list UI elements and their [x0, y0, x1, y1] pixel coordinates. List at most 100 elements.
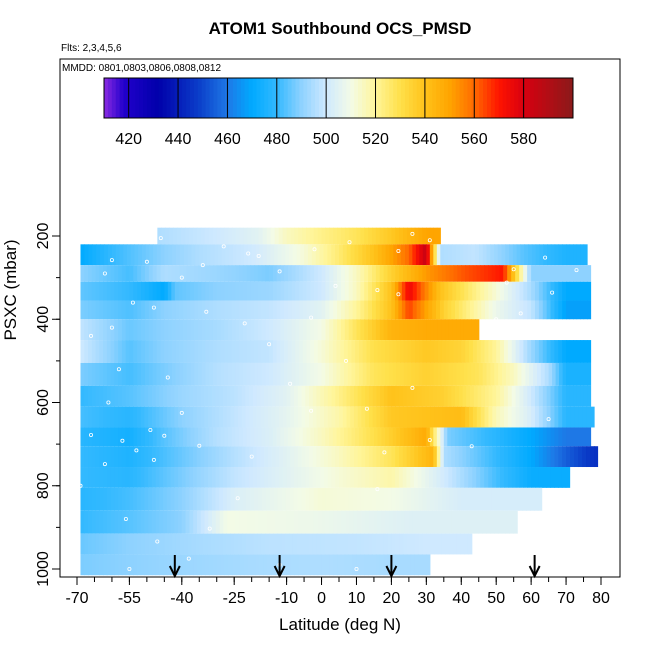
- heatmap-cell: [282, 385, 288, 407]
- sample-point: [574, 268, 579, 273]
- heatmap-cell: [554, 281, 559, 301]
- heatmap-cell: [474, 362, 480, 386]
- heatmap-cell: [578, 406, 583, 428]
- heatmap-cell: [544, 362, 550, 386]
- heatmap-cell: [488, 427, 494, 447]
- heatmap-cell: [148, 533, 154, 555]
- heatmap-cell: [383, 533, 389, 555]
- heatmap-cell: [297, 487, 303, 511]
- heatmap-cell: [201, 340, 207, 363]
- heatmap-cell: [114, 510, 119, 534]
- heatmap-cell: [299, 427, 304, 447]
- heatmap-cell: [148, 427, 154, 447]
- heatmap-cell: [439, 300, 445, 320]
- heatmap-cell: [484, 281, 489, 301]
- heatmap-cell: [179, 319, 184, 341]
- heatmap-cell: [587, 385, 592, 407]
- sample-point: [256, 253, 261, 258]
- heatmap-cell: [449, 533, 454, 555]
- heatmap-cell: [550, 427, 556, 447]
- heatmap-cell: [256, 385, 261, 407]
- heatmap-cell: [371, 533, 377, 555]
- colorbar-swatch: [471, 78, 476, 118]
- colorbar-swatch: [412, 78, 418, 118]
- heatmap-cell: [358, 340, 364, 363]
- sample-point: [333, 283, 338, 288]
- heatmap-cell: [420, 281, 426, 301]
- heatmap-cell: [443, 427, 448, 447]
- sample-point: [165, 375, 170, 380]
- heatmap-cell: [194, 340, 199, 363]
- colorbar-swatch: [404, 78, 410, 118]
- heatmap-cell: [103, 281, 108, 301]
- heatmap-cell: [118, 427, 123, 447]
- heatmap-cell: [287, 319, 293, 341]
- heatmap-cell: [276, 340, 281, 363]
- heatmap-cell: [353, 446, 359, 468]
- heatmap-cell: [129, 385, 134, 407]
- heatmap-cell: [451, 385, 456, 407]
- colorbar-swatch: [338, 78, 343, 118]
- heatmap-cell: [410, 265, 416, 282]
- heatmap-cell: [144, 487, 149, 511]
- heatmap-cell: [186, 265, 192, 282]
- colorbar-swatch: [541, 78, 547, 118]
- heatmap-cell: [394, 300, 399, 320]
- heatmap-cell: [260, 406, 265, 428]
- heatmap-cell: [515, 446, 521, 468]
- heatmap-cell: [422, 265, 427, 282]
- heatmap-cell: [320, 406, 325, 428]
- heatmap-cell: [80, 467, 85, 488]
- heatmap-cell: [413, 385, 419, 407]
- heatmap-cell: [436, 300, 441, 320]
- heatmap-cell: [447, 385, 452, 407]
- heatmap-cell: [464, 281, 469, 301]
- heatmap-cell: [231, 427, 237, 447]
- heatmap-cell: [91, 554, 97, 576]
- heatmap-cell: [459, 244, 465, 266]
- heatmap-cell: [488, 467, 493, 488]
- heatmap-cell: [156, 362, 162, 386]
- sample-point: [109, 258, 114, 263]
- heatmap-cell: [455, 300, 460, 320]
- heatmap-cell: [306, 362, 311, 386]
- colorbar-swatch: [295, 78, 300, 118]
- heatmap-cell: [474, 319, 480, 341]
- heatmap-cell: [84, 362, 89, 386]
- heatmap-cell: [91, 362, 97, 386]
- heatmap-cell: [480, 281, 485, 301]
- heatmap-cell: [114, 362, 119, 386]
- heatmap-cell: [323, 244, 328, 266]
- heatmap-cell: [501, 510, 507, 534]
- sample-point: [134, 448, 139, 453]
- heatmap-cell: [327, 446, 333, 468]
- heatmap-cell: [114, 265, 119, 282]
- y-tick-label: 800: [35, 472, 52, 499]
- colorbar-swatch: [221, 78, 226, 118]
- heatmap-cell: [429, 467, 434, 488]
- heatmap-cell: [178, 385, 183, 407]
- heatmap-cell: [361, 385, 366, 407]
- heatmap-cell: [133, 340, 138, 363]
- heatmap-cell: [344, 227, 350, 245]
- heatmap-cell: [333, 227, 338, 245]
- heatmap-cell: [456, 533, 461, 555]
- heatmap-cell: [433, 227, 438, 245]
- heatmap-cell: [476, 340, 482, 363]
- heatmap-cell: [249, 446, 254, 468]
- colorbar-swatch: [244, 78, 250, 118]
- heatmap-cell: [111, 244, 117, 266]
- heatmap-cell: [103, 406, 108, 428]
- heatmap-cell: [171, 281, 176, 301]
- heatmap-cell: [344, 487, 350, 511]
- heatmap-cell: [331, 406, 336, 428]
- heatmap-cell: [133, 533, 138, 555]
- heatmap-cell: [400, 362, 405, 386]
- heatmap-cell: [280, 340, 285, 363]
- heatmap-cell: [383, 446, 389, 468]
- heatmap-cell: [535, 385, 540, 407]
- heatmap-cell: [376, 406, 381, 428]
- heatmap-cell: [309, 406, 314, 428]
- heatmap-cell: [365, 406, 370, 428]
- heatmap-cell: [449, 265, 455, 282]
